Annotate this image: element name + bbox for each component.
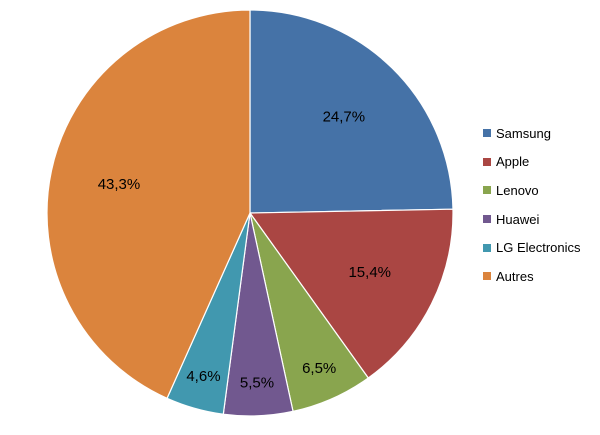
pie-slice-apple [248, 208, 454, 379]
pie-slice-samsung [249, 9, 454, 214]
legend-swatch [483, 272, 491, 281]
legend-item-lenovo: Lenovo [483, 176, 581, 205]
legend-label: Apple [496, 154, 530, 170]
pie-slices [46, 9, 454, 417]
legend-swatch [483, 243, 491, 252]
legend-item-samsung: Samsung [483, 119, 581, 148]
legend-swatch [483, 215, 491, 224]
legend-item-lg-electronics: LG Electronics [483, 233, 581, 262]
pie-slice-autres [46, 9, 251, 400]
legend-label: Lenovo [496, 182, 539, 198]
pie-data-labels: 24,7% 15,4% 6,5% 5,5% 4,6% 43,3% [98, 108, 391, 391]
legend-item-huawei: Huawei [483, 205, 581, 234]
legend: Samsung Apple Lenovo Huawei LG Electronics Au… [483, 119, 581, 291]
legend-swatch [483, 157, 491, 166]
data-label-apple: 15,4% [348, 264, 391, 281]
data-label-lenovo: 6,5% [302, 360, 336, 377]
legend-item-autres: Autres [483, 262, 581, 291]
legend-label: Samsung [496, 125, 551, 141]
data-label-autres: 43,3% [98, 176, 141, 193]
legend-swatch [483, 129, 491, 138]
legend-swatch [483, 186, 491, 195]
legend-label: Huawei [496, 211, 540, 227]
data-label-lg-electronics: 4,6% [186, 368, 220, 385]
data-label-huawei: 5,5% [240, 374, 274, 391]
legend-label: Autres [496, 268, 534, 284]
data-label-samsung: 24,7% [323, 108, 366, 125]
legend-item-apple: Apple [483, 148, 581, 177]
legend-label: LG Electronics [496, 240, 581, 256]
